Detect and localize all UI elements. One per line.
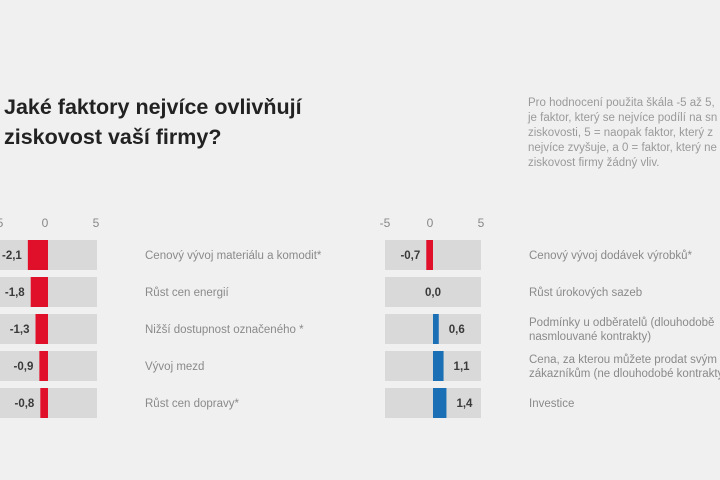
page-title: Jaké faktory nejvíce ovlivňují ziskovost… xyxy=(4,92,334,152)
chart1-bar-track xyxy=(0,240,97,270)
chart2-category-label: Cena, za kterou můžete prodat svým xyxy=(529,354,717,366)
chart2-bar xyxy=(426,240,433,270)
note-line-1: Pro hodnocení použita škála -5 až 5, xyxy=(528,97,715,109)
chart2-category-label: zákazníkům (ne dlouhodobé kontrakty) xyxy=(529,368,720,380)
chart1-category-label: Růst cen dopravy* xyxy=(145,398,239,410)
chart2-tick-label: -5 xyxy=(380,216,391,230)
chart2-data-label: 1,4 xyxy=(456,398,473,410)
note-line-5: ziskovost firmy žádný vliv. xyxy=(528,157,660,169)
chart2-data-label: 1,1 xyxy=(454,361,471,373)
chart2-data-label: 0,0 xyxy=(425,287,441,299)
chart1-bar xyxy=(35,314,48,344)
chart1-category-label: Vývoj mezd xyxy=(145,361,204,373)
chart2-bar xyxy=(433,314,439,344)
chart1-bar-track xyxy=(0,388,97,418)
title-line-2: ziskovost vaší firmy? xyxy=(4,125,222,149)
chart2-tick-label: 0 xyxy=(427,216,434,230)
note-line-4: nejvíce zvyšuje, a 0 = faktor, který ne xyxy=(528,142,717,154)
chart2-bar-track xyxy=(385,277,481,307)
chart2-data-label: 0,6 xyxy=(449,324,465,336)
chart1-bar-track xyxy=(0,351,97,381)
chart1-bar xyxy=(39,351,48,381)
chart1-category-label: Nižší dostupnost označeného * xyxy=(145,324,304,336)
chart1-data-label: -1,3 xyxy=(10,324,30,336)
chart2-tick-label: 5 xyxy=(478,216,485,230)
chart1-tick-label: 5 xyxy=(0,216,4,230)
chart1-bar-track xyxy=(0,314,97,344)
chart2-category-label: Podmínky u odběratelů (dlouhodobě xyxy=(529,317,714,329)
chart2-bar xyxy=(433,351,444,381)
chart1-bar xyxy=(30,277,48,307)
chart2-category-label: Cenový vývoj dodávek výrobků* xyxy=(529,250,693,262)
title-line-1: Jaké faktory nejvíce ovlivňují xyxy=(4,95,302,119)
chart1-bar xyxy=(40,388,48,418)
note-line-2: je faktor, který se nejvíce podílí na sn xyxy=(528,112,718,124)
chart1-bar-track xyxy=(0,277,97,307)
chart2-data-label: -0,7 xyxy=(400,250,420,262)
chart1-data-label: -0,9 xyxy=(14,361,34,373)
chart1-bar xyxy=(27,240,48,270)
chart2-category-label: Růst úrokových sazeb xyxy=(529,287,642,299)
chart1-data-label: -2,1 xyxy=(2,250,22,262)
chart1-tick-label: 0 xyxy=(42,216,49,230)
note-line-3: ziskovosti, 5 = naopak faktor, který z xyxy=(528,127,714,139)
chart1-category-label: Cenový vývoj materiálu a komodit* xyxy=(145,250,322,262)
chart2-bar xyxy=(433,388,447,418)
chart1-data-label: -0,8 xyxy=(14,398,34,410)
chart1-data-label: -1,8 xyxy=(5,287,25,299)
chart1-tick-label: 5 xyxy=(93,216,100,230)
scale-note: Pro hodnocení použita škála -5 až 5, je … xyxy=(528,96,720,171)
chart2-category-label: nasmlouvané kontrakty) xyxy=(529,331,651,343)
chart1-category-label: Růst cen energií xyxy=(145,287,230,299)
chart2-category-label: Investice xyxy=(529,398,574,410)
